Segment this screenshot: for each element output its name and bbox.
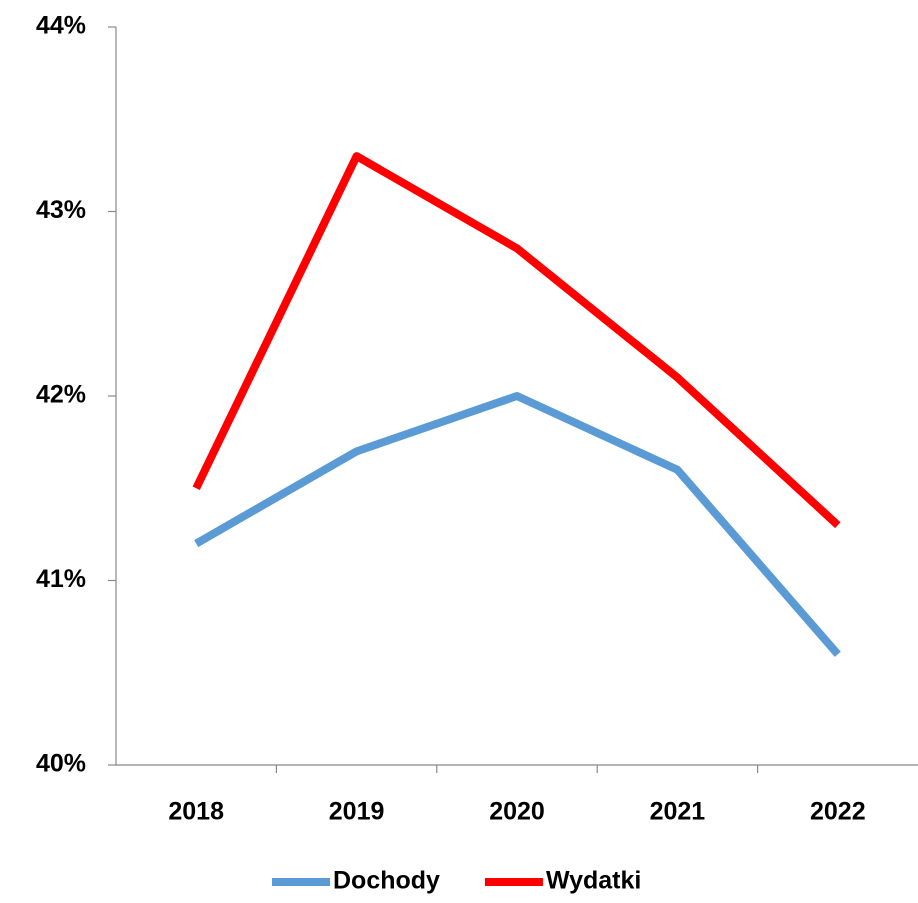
x-tick-label: 2019 (329, 798, 385, 826)
legend-label: Dochody (333, 867, 440, 895)
x-tick-label: 2022 (810, 798, 866, 826)
y-tick-label: 40% (36, 750, 86, 778)
y-tick-label: 44% (36, 12, 86, 40)
x-tick-label: 2018 (168, 798, 224, 826)
y-tick-label: 43% (36, 196, 86, 224)
legend-label: Wydatki (546, 867, 641, 895)
series-line (192, 152, 841, 529)
y-tick-label: 41% (36, 565, 86, 593)
series-line (194, 392, 841, 657)
x-tick-label: 2021 (650, 798, 706, 826)
x-tick-label: 2020 (489, 798, 545, 826)
y-tick-label: 42% (36, 381, 86, 409)
